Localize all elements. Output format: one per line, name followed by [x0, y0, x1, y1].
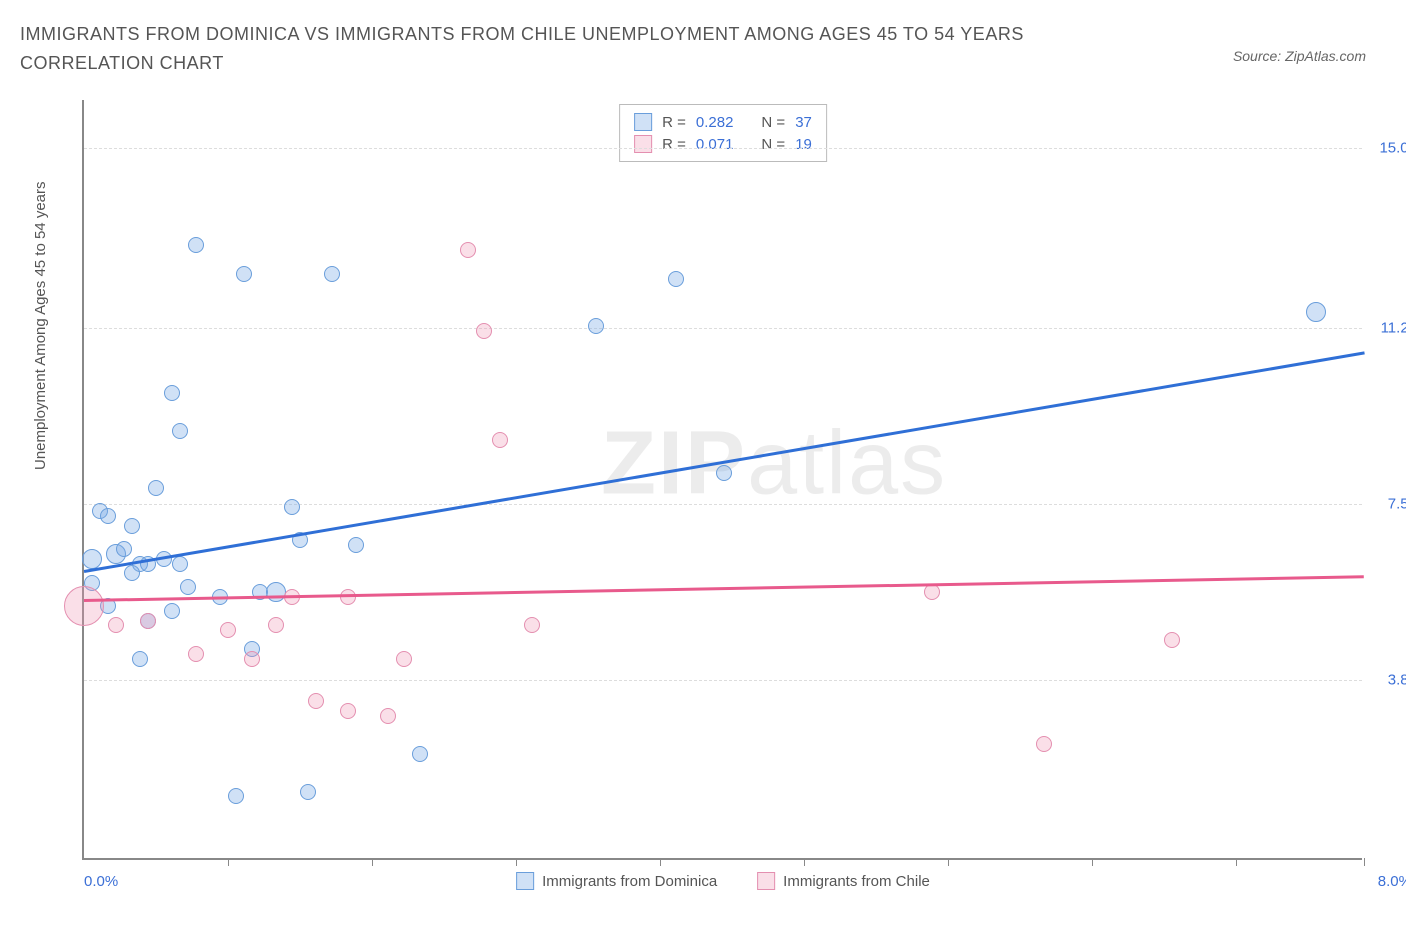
x-tick	[228, 858, 229, 866]
scatter-point	[324, 266, 340, 282]
x-tick	[1236, 858, 1237, 866]
swatch-chile-icon	[757, 872, 775, 890]
scatter-point	[172, 556, 188, 572]
swatch-chile	[634, 135, 652, 153]
scatter-point	[148, 480, 164, 496]
scatter-point	[380, 708, 396, 724]
gridline	[84, 148, 1362, 149]
scatter-point	[180, 579, 196, 595]
scatter-point	[124, 565, 140, 581]
scatter-point	[492, 432, 508, 448]
x-tick	[804, 858, 805, 866]
scatter-point	[1164, 632, 1180, 648]
swatch-dominica-icon	[516, 872, 534, 890]
y-axis-label: Unemployment Among Ages 45 to 54 years	[32, 181, 49, 470]
x-axis-min-label: 0.0%	[84, 873, 118, 890]
x-tick	[948, 858, 949, 866]
scatter-point	[588, 318, 604, 334]
scatter-point	[308, 693, 324, 709]
scatter-point	[524, 617, 540, 633]
scatter-point	[188, 646, 204, 662]
y-tick-label: 15.0%	[1379, 139, 1406, 156]
plot-area: ZIPatlas R = 0.282 N = 37 R = 0.071 N = …	[82, 100, 1362, 860]
legend-item-chile: Immigrants from Chile	[757, 872, 930, 890]
legend-stats: R = 0.282 N = 37 R = 0.071 N = 19	[619, 104, 827, 162]
scatter-point	[64, 586, 104, 626]
scatter-point	[164, 385, 180, 401]
gridline	[84, 680, 1362, 681]
legend-row-chile: R = 0.071 N = 19	[634, 133, 812, 155]
y-tick-label: 11.2%	[1381, 320, 1406, 337]
scatter-point	[412, 746, 428, 762]
scatter-point	[108, 617, 124, 633]
scatter-point	[266, 582, 286, 602]
scatter-point	[340, 703, 356, 719]
scatter-point	[1036, 736, 1052, 752]
chart-title: IMMIGRANTS FROM DOMINICA VS IMMIGRANTS F…	[20, 20, 1120, 78]
scatter-point	[82, 549, 102, 569]
x-tick	[1364, 858, 1365, 866]
scatter-point	[124, 518, 140, 534]
scatter-point	[668, 271, 684, 287]
legend-row-dominica: R = 0.282 N = 37	[634, 111, 812, 133]
scatter-point	[476, 323, 492, 339]
x-axis-max-label: 8.0%	[1378, 873, 1406, 890]
scatter-point	[284, 499, 300, 515]
x-tick	[516, 858, 517, 866]
source-label: Source: ZipAtlas.com	[1233, 48, 1366, 64]
legend-series: Immigrants from Dominica Immigrants from…	[516, 872, 930, 890]
gridline	[84, 328, 1362, 329]
x-tick	[660, 858, 661, 866]
scatter-point	[100, 508, 116, 524]
legend-item-dominica: Immigrants from Dominica	[516, 872, 717, 890]
scatter-point	[348, 537, 364, 553]
scatter-point	[924, 584, 940, 600]
scatter-point	[188, 237, 204, 253]
scatter-point	[268, 617, 284, 633]
x-tick	[1092, 858, 1093, 866]
scatter-point	[220, 622, 236, 638]
scatter-point	[140, 613, 156, 629]
scatter-point	[228, 788, 244, 804]
gridline	[84, 504, 1362, 505]
x-tick	[372, 858, 373, 866]
scatter-point	[236, 266, 252, 282]
watermark: ZIPatlas	[601, 412, 947, 515]
swatch-dominica	[634, 113, 652, 131]
scatter-point	[1306, 302, 1326, 322]
scatter-point	[716, 465, 732, 481]
scatter-point	[460, 242, 476, 258]
scatter-point	[164, 603, 180, 619]
scatter-point	[172, 423, 188, 439]
correlation-chart: IMMIGRANTS FROM DOMINICA VS IMMIGRANTS F…	[20, 20, 1386, 910]
scatter-point	[244, 651, 260, 667]
scatter-point	[132, 651, 148, 667]
scatter-point	[300, 784, 316, 800]
y-tick-label: 3.8%	[1388, 671, 1406, 688]
y-tick-label: 7.5%	[1388, 495, 1406, 512]
scatter-point	[340, 589, 356, 605]
scatter-point	[116, 541, 132, 557]
scatter-point	[396, 651, 412, 667]
trend-line	[84, 352, 1364, 573]
